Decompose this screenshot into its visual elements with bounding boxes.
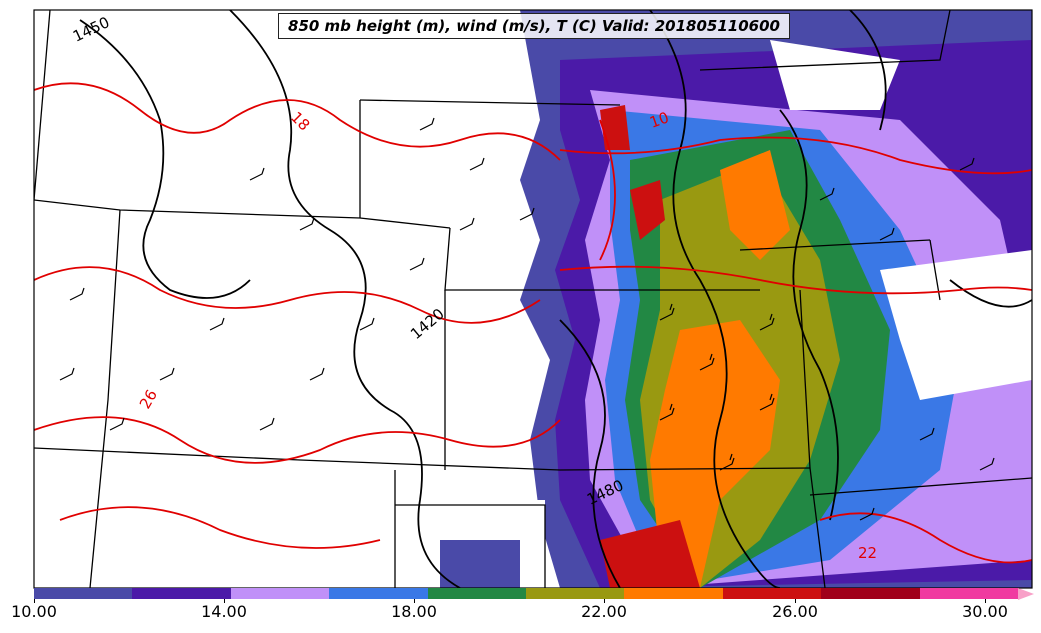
- colorbar-segment: [329, 588, 428, 599]
- colorbar-tick: [985, 599, 986, 603]
- temp-label-10: 10: [647, 108, 671, 131]
- colorbar-label: 30.00: [962, 602, 1008, 621]
- colorbar-label: 14.00: [201, 602, 247, 621]
- colorbar-label: 26.00: [772, 602, 818, 621]
- wind-barbs: [59, 117, 995, 521]
- colorbar-tick: [414, 599, 415, 603]
- colorbar-segment: [132, 588, 231, 599]
- colorbar-segment: [919, 588, 1019, 599]
- colorbar-labels: 10.00 14.00 18.00 22.00 26.00 30.00: [0, 600, 1041, 624]
- map-title: 850 mb height (m), wind (m/s), T (C) Val…: [278, 13, 790, 39]
- colorbar-segment: [526, 588, 625, 599]
- colorbar-tick: [34, 599, 35, 603]
- height-contours: [79, 10, 1032, 588]
- colorbar-tick: [224, 599, 225, 603]
- colorbar-extend-arrow: [1018, 588, 1034, 600]
- colorbar-segment: [427, 588, 527, 599]
- colorbar-label: 18.00: [391, 602, 437, 621]
- colorbar-label: 10.00: [11, 602, 57, 621]
- colorbar-segment: [821, 588, 920, 599]
- colorbar-label: 22.00: [581, 602, 627, 621]
- colorbar-segment: [624, 588, 723, 599]
- colorbar-tick: [795, 599, 796, 603]
- state-borders: [34, 10, 1032, 588]
- colorbar-segment: [230, 588, 330, 599]
- colorbar: [34, 588, 1034, 600]
- colorbar-segment: [722, 588, 822, 599]
- temperature-contours: [34, 82, 1032, 564]
- colorbar-segment: [34, 588, 133, 599]
- temp-label-22: 22: [858, 544, 877, 562]
- colorbar-tick: [604, 599, 605, 603]
